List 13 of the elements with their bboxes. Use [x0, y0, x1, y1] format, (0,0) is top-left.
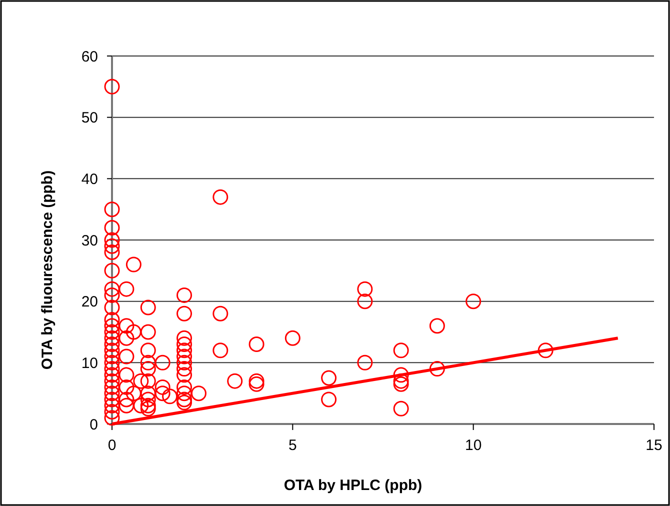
y-tick-label: 0: [90, 416, 98, 434]
y-tick-label: 30: [81, 232, 98, 250]
y-axis-title: OTA by fluourescence (ppb): [39, 170, 56, 370]
x-tick-label: 0: [108, 437, 116, 454]
x-tick-label: 10: [464, 437, 482, 454]
y-tick-label: 20: [81, 294, 98, 311]
x-tick-label: 15: [646, 437, 662, 454]
y-tick-label: 60: [81, 48, 98, 66]
x-axis-title: OTA by HPLC (ppb): [284, 477, 422, 494]
y-tick-label: 40: [81, 170, 98, 188]
y-tick-label: 10: [81, 354, 98, 372]
x-tick-label: 5: [288, 437, 297, 454]
y-tick-label: 50: [81, 110, 98, 127]
